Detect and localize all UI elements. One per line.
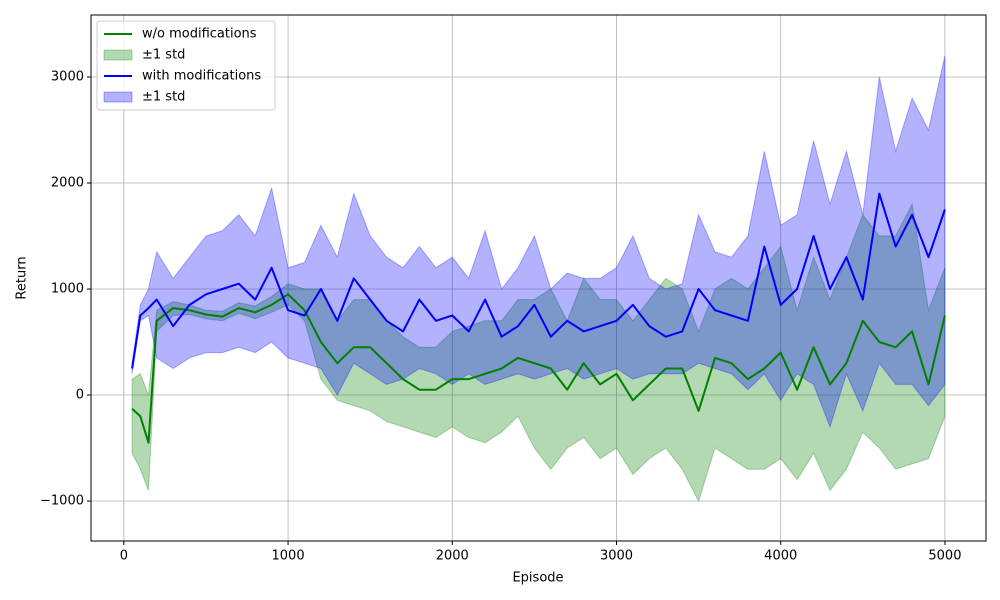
y-tick-label: −1000 — [40, 494, 84, 509]
x-tick-label: 1000 — [272, 549, 305, 564]
series-line — [131, 192, 946, 369]
legend-label: ±1 std — [142, 90, 185, 105]
legend: w/o modifications ±1 std with modification… — [96, 20, 276, 111]
y-tick-label: 2000 — [51, 176, 84, 191]
plot-frame — [90, 14, 987, 542]
x-tick-label: 5000 — [928, 549, 961, 564]
x-tick-label: 3000 — [600, 549, 633, 564]
legend-label: with modifications — [142, 69, 261, 84]
x-axis-label: Episode — [512, 571, 563, 586]
y-tick-label: 1000 — [51, 282, 84, 297]
y-tick-label: 0 — [76, 388, 84, 403]
std-band — [131, 55, 946, 429]
y-tick-label: 3000 — [51, 70, 84, 85]
legend-label: ±1 std — [142, 48, 185, 63]
std-band — [131, 202, 946, 503]
x-tick-label: 2000 — [436, 549, 469, 564]
legend-swatch — [103, 49, 133, 61]
x-tick-label: 0 — [120, 549, 128, 564]
y-axis-label: Return — [15, 256, 30, 299]
x-tick-label: 4000 — [764, 549, 797, 564]
series-line — [131, 293, 946, 444]
legend-frame — [96, 20, 276, 111]
legend-swatch — [103, 91, 133, 103]
legend-label: w/o modifications — [142, 27, 257, 42]
